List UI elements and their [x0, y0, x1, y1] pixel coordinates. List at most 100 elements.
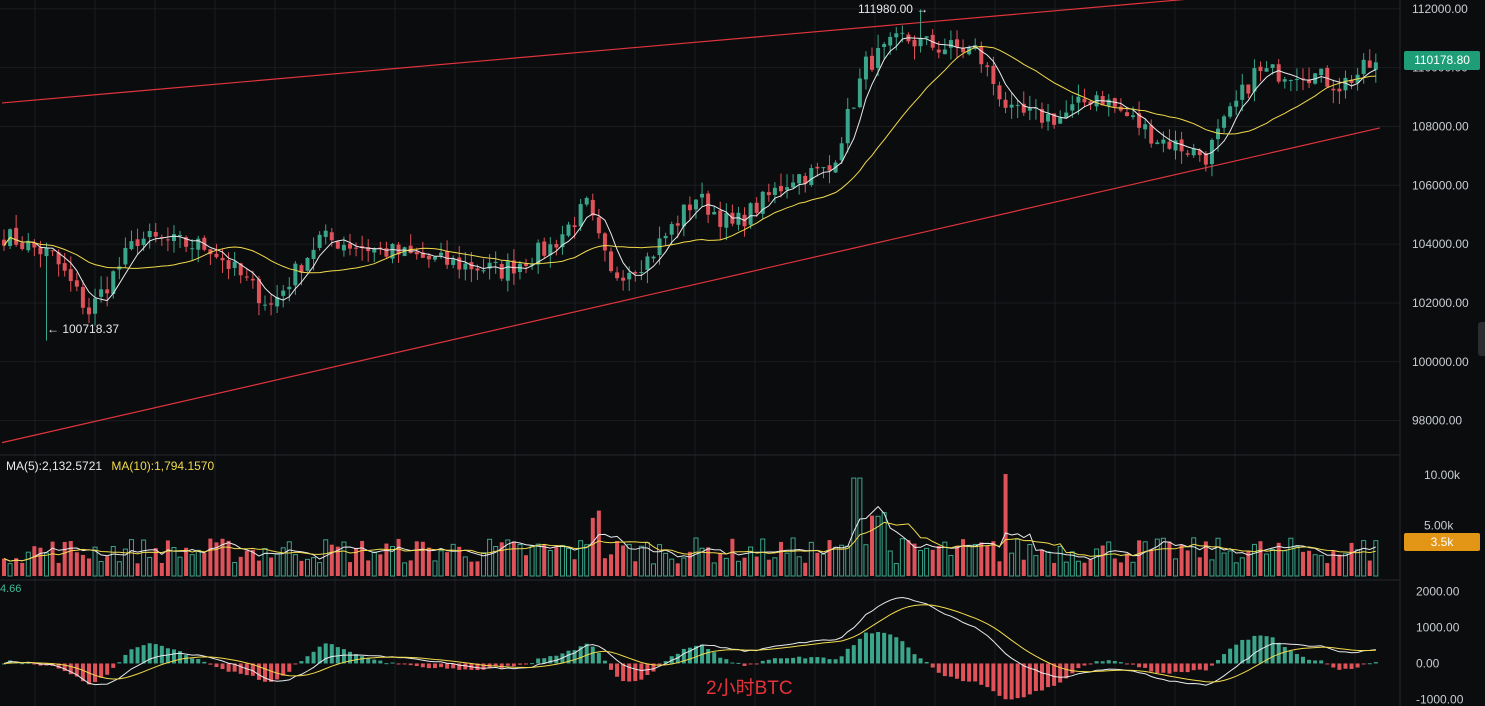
- macd-histogram-bar: [317, 646, 322, 664]
- candle-body: [32, 242, 37, 248]
- macd-histogram-bar: [129, 649, 134, 664]
- volume-bar: [912, 543, 917, 576]
- candle-body: [900, 32, 905, 34]
- candle-body: [948, 40, 953, 48]
- candle-body: [1294, 79, 1299, 81]
- candle-body: [263, 304, 268, 306]
- candle-body: [651, 256, 656, 259]
- macd-histogram-bar: [20, 663, 25, 665]
- volume-bar: [529, 545, 535, 577]
- candle-body: [1131, 115, 1136, 118]
- volume-bar: [997, 561, 1002, 576]
- macd-histogram-bar: [1106, 660, 1111, 664]
- volume-bar: [790, 537, 796, 577]
- volume-bar: [675, 563, 680, 576]
- volume-bar: [1179, 544, 1184, 576]
- macd-histogram-bar: [287, 663, 292, 672]
- candle-body: [1088, 101, 1093, 105]
- volume-bar: [105, 556, 110, 576]
- volume-bar: [681, 557, 687, 577]
- candle-body: [888, 36, 893, 46]
- volume-bar: [1282, 550, 1288, 577]
- volume-bar: [1342, 553, 1348, 577]
- candle-body: [1076, 96, 1081, 103]
- macd-histogram-bar: [754, 663, 759, 665]
- macd-histogram-bar: [141, 645, 146, 664]
- candle-body: [220, 257, 225, 261]
- volume-bar: [875, 515, 881, 577]
- macd-histogram-bar: [99, 663, 104, 678]
- volume-bar: [578, 540, 584, 577]
- volume-bar: [827, 540, 832, 576]
- macd-histogram-bar: [93, 663, 98, 683]
- volume-bar: [1082, 562, 1087, 576]
- volume-bar: [384, 543, 389, 576]
- volume-bar: [1264, 553, 1270, 577]
- candle-body: [50, 250, 55, 252]
- volume-bar: [244, 550, 249, 576]
- volume-bar: [1203, 541, 1208, 576]
- macd-histogram-bar: [220, 663, 225, 670]
- macd-histogram-bar: [1197, 663, 1202, 670]
- macd-histogram-bar: [1021, 663, 1026, 698]
- candle-body: [602, 233, 607, 251]
- macd-histogram-bar: [372, 659, 377, 664]
- volume-bar: [238, 556, 243, 576]
- macd-histogram-bar: [1167, 663, 1172, 674]
- candle-body: [238, 263, 243, 276]
- candle-body: [736, 212, 741, 225]
- volume-bar: [396, 538, 401, 576]
- volume-bar: [633, 561, 638, 576]
- macd-histogram-bar: [1094, 661, 1099, 664]
- macd-histogram-bar: [214, 663, 219, 668]
- macd-histogram-bar: [1222, 654, 1227, 664]
- volume-bar: [92, 546, 98, 577]
- macd-histogram-bar: [414, 663, 419, 667]
- candle-body: [1167, 141, 1172, 149]
- candle-body: [997, 85, 1002, 100]
- price-tick-label: 106000.00: [1412, 178, 1469, 192]
- macd-histogram-bar: [123, 654, 128, 664]
- macd-histogram-bar: [602, 660, 607, 664]
- candle-body: [876, 47, 881, 68]
- candle-body: [584, 197, 589, 205]
- macd-histogram-bar: [493, 663, 498, 667]
- macd-histogram-bar: [329, 644, 334, 664]
- macd-histogram-bar: [809, 657, 814, 664]
- candle-body: [772, 187, 777, 195]
- candle-body: [609, 251, 613, 272]
- candle-body: [420, 252, 425, 258]
- candle-body: [942, 49, 947, 55]
- volume-bar: [1251, 543, 1257, 577]
- volume-bar: [669, 558, 675, 577]
- candle-body: [1234, 100, 1239, 107]
- candle-body: [487, 262, 492, 269]
- volume-bar: [650, 563, 656, 577]
- macd-histogram-bar: [1064, 663, 1069, 679]
- candle-body: [129, 241, 134, 250]
- volume-bar: [1009, 552, 1015, 577]
- panel-resize-handle[interactable]: [1478, 322, 1485, 356]
- macd-histogram-bar: [1234, 644, 1239, 664]
- macd-histogram-bar: [426, 663, 431, 669]
- candle-body: [1137, 113, 1142, 128]
- volume-bar: [147, 556, 153, 577]
- candle-body: [1124, 112, 1129, 117]
- macd-histogram-bar: [730, 662, 735, 664]
- macd-histogram-bar: [263, 663, 268, 682]
- macd-histogram-bar: [681, 648, 686, 664]
- candle-body: [366, 247, 371, 252]
- volume-bar: [1057, 545, 1063, 577]
- macd-histogram-bar: [171, 649, 176, 664]
- candle-body: [1173, 140, 1178, 151]
- candle-body: [724, 213, 729, 228]
- macd-histogram-bar: [74, 663, 79, 677]
- volume-bar: [329, 544, 334, 576]
- candle-body: [797, 174, 802, 184]
- macd-histogram-bar: [833, 659, 838, 664]
- macd-histogram-bar: [226, 663, 231, 672]
- candle-body: [590, 199, 595, 216]
- volume-bar: [68, 541, 73, 576]
- volume-bar: [292, 554, 298, 577]
- candle-body: [548, 244, 553, 256]
